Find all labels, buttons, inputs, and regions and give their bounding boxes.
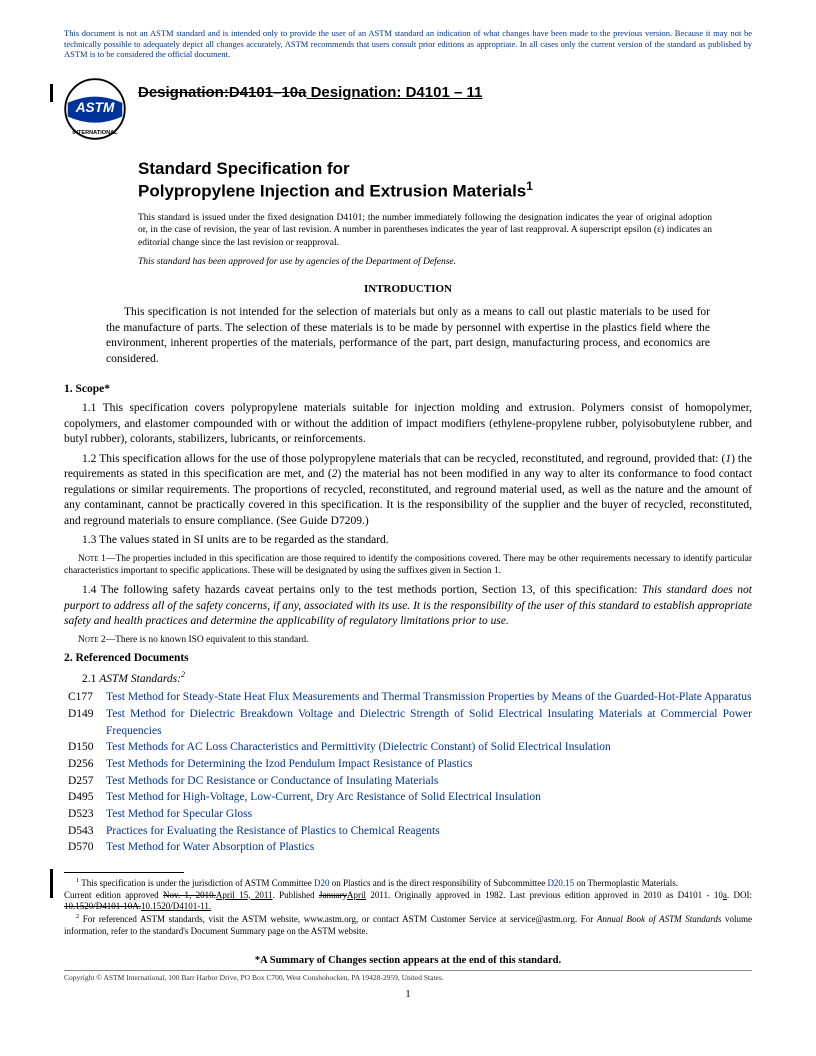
copyright-rule [64,970,752,971]
ref-item: D523Test Method for Specular Gloss [64,806,752,823]
ref-list: C177Test Method for Steady-State Heat Fl… [64,689,752,856]
ref-item: D149Test Method for Dielectric Breakdown… [64,706,752,739]
ref-link[interactable]: Test Method for High-Voltage, Low-Curren… [106,789,752,806]
subcommittee-link[interactable]: D20.15 [547,878,574,888]
astm-logo: ASTM INTERNATIONAL [64,78,126,140]
ref-link[interactable]: Test Method for Water Absorption of Plas… [106,839,752,856]
change-bar [50,869,53,898]
disclaimer-text: This document is not an ASTM standard an… [64,28,752,60]
page-number: 1 [64,988,752,1000]
intro-body: This specification is not intended for t… [106,305,710,367]
title-block: Standard Specification for Polypropylene… [138,158,752,202]
ref-item: D570Test Method for Water Absorption of … [64,839,752,856]
footnote-rule [64,872,184,873]
ref-link[interactable]: Test Methods for DC Resistance or Conduc… [106,773,752,790]
page-container: This document is not an ASTM standard an… [0,0,816,1020]
new-designation: Designation: D4101 – 11 [306,84,482,101]
title-line1: Standard Specification for [138,158,752,179]
intro-heading: INTRODUCTION [64,283,752,295]
committee-link[interactable]: D20 [314,878,330,888]
ref-item: D495Test Method for High-Voltage, Low-Cu… [64,789,752,806]
change-bar [50,84,53,102]
ref-link[interactable]: Test Methods for AC Loss Characteristics… [106,739,752,756]
footnote-2: 2 For referenced ASTM standards, visit t… [64,913,752,937]
ref-link[interactable]: Test Method for Steady-State Heat Flux M… [106,689,752,706]
summary-of-changes-line: *A Summary of Changes section appears at… [64,955,752,966]
ref-link[interactable]: Test Methods for Determining the Izod Pe… [106,756,752,773]
issuance-note: This standard is issued under the fixed … [138,212,712,249]
ref-link[interactable]: Test Method for Specular Gloss [106,806,752,823]
refs-subheading: 2.1 ASTM Standards:2 [64,670,752,685]
ref-link[interactable]: Practices for Evaluating the Resistance … [106,823,752,840]
footnote-1b: Current edition approved Nov. 1, 2010.Ap… [64,890,752,913]
old-designation: Designation:D4101–10a [138,84,306,101]
approved-note: This standard has been approved for use … [138,257,752,267]
copyright-text: Copyright © ASTM International, 100 Barr… [64,973,752,982]
ref-item: D257Test Methods for DC Resistance or Co… [64,773,752,790]
ref-item: D256Test Methods for Determining the Izo… [64,756,752,773]
para-1-2: 1.2 This specification allows for the us… [64,452,752,530]
designation-line: Designation:D4101–10a Designation: D4101… [138,78,482,101]
svg-text:INTERNATIONAL: INTERNATIONAL [72,130,118,136]
para-1-3: 1.3 The values stated in SI units are to… [64,533,752,549]
ref-item: C177Test Method for Steady-State Heat Fl… [64,689,752,706]
para-1-1: 1.1 This specification covers polypropyl… [64,401,752,448]
svg-text:ASTM: ASTM [75,100,115,115]
title-line2: Polypropylene Injection and Extrusion Ma… [138,179,752,202]
ref-item: D543Practices for Evaluating the Resista… [64,823,752,840]
ref-item: D150Test Methods for AC Loss Characteris… [64,739,752,756]
footnote-1: 1 This specification is under the jurisd… [64,877,752,890]
refs-heading: 2. Referenced Documents [64,652,752,664]
note-1: Note 1—The properties included in this s… [64,553,752,578]
scope-heading: 1. Scope* [64,383,752,395]
para-1-4: 1.4 The following safety hazards caveat … [64,583,752,630]
ref-link[interactable]: Test Method for Dielectric Breakdown Vol… [106,706,752,739]
header-row: ASTM INTERNATIONAL Designation:D4101–10a… [64,78,752,140]
note-2: Note 2—There is no known ISO equivalent … [64,634,752,646]
